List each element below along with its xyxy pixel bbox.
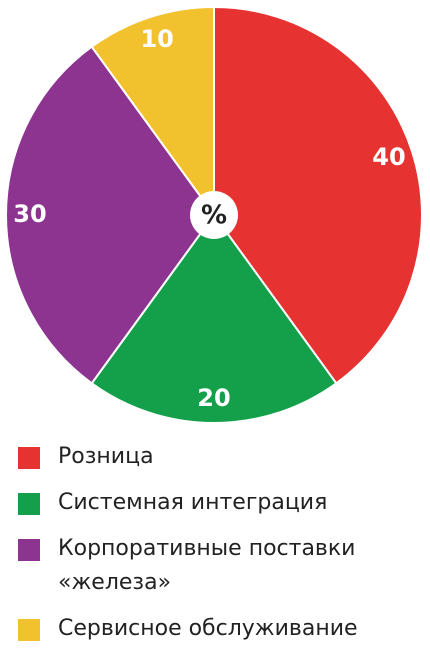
pie-slice [5, 45, 216, 385]
center-label: % [201, 201, 227, 231]
value-label: 10 [140, 25, 173, 53]
legend-item: Розница [18, 440, 423, 474]
legend-swatch [18, 619, 40, 641]
pie-slice [90, 5, 215, 219]
legend-item: Системная интеграция [18, 486, 423, 520]
legend-label: Сервисное обслуживание [58, 616, 358, 641]
legend-item: Корпоративные поставки «железа» [18, 532, 423, 600]
legend-swatch [18, 539, 40, 561]
legend-label: Системная интеграция [58, 490, 328, 515]
legend-item: Сервисное обслуживание [18, 612, 423, 646]
legend-swatch [18, 447, 40, 469]
value-label: 30 [13, 200, 46, 228]
legend-label: Корпоративные поставки «железа» [58, 536, 356, 595]
pie-slice [213, 5, 423, 385]
legend-label: Розница [58, 444, 154, 469]
legend-swatch [18, 493, 40, 515]
center-circle [190, 191, 238, 239]
value-label: 40 [372, 143, 405, 171]
legend: Розница Системная интеграция Корпоративные… [18, 440, 423, 658]
pie-slice [90, 213, 338, 424]
value-label: 20 [197, 384, 230, 412]
chart: 40 20 30 10% [5, 5, 423, 424]
